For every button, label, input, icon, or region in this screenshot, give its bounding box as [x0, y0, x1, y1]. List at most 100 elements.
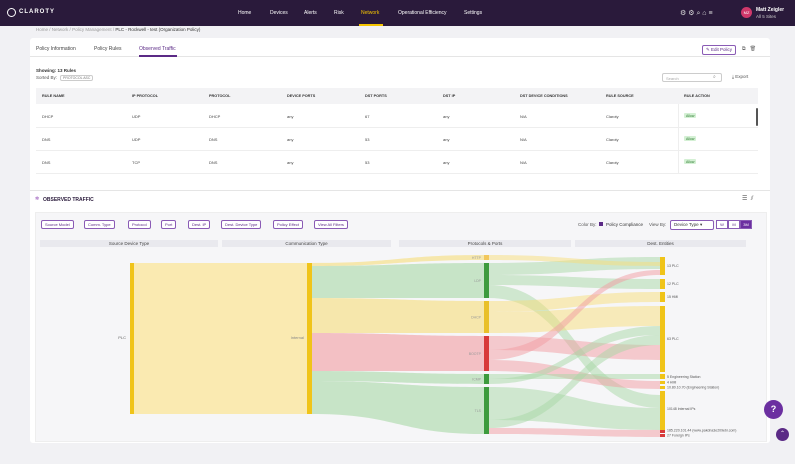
- nav-underline: [359, 24, 383, 26]
- node: [484, 336, 489, 371]
- logo-icon: [7, 8, 16, 17]
- node-label: 10148 Internal IPs: [667, 407, 696, 411]
- cell: any: [443, 160, 450, 165]
- tab[interactable]: Policy Information: [36, 46, 76, 52]
- range[interactable]: W: [716, 220, 728, 229]
- filter[interactable]: Dest. Device Type: [221, 220, 262, 229]
- search-box[interactable]: Search ⌕: [662, 73, 722, 82]
- allow-badge: Allow: [684, 113, 697, 118]
- export[interactable]: ⤓ Export: [732, 74, 749, 79]
- node-label: HTTP: [472, 256, 482, 260]
- cell: DNS: [42, 137, 51, 142]
- filter[interactable]: Dest. IP: [188, 220, 211, 229]
- flow: [312, 371, 484, 384]
- cell: DNS: [42, 160, 51, 165]
- sorted-label: Sorted By:: [36, 75, 58, 80]
- node: [484, 374, 489, 384]
- column-header[interactable]: DEVICE PORTS: [287, 94, 316, 98]
- tab[interactable]: Policy Rules: [94, 46, 122, 52]
- flow: [489, 306, 660, 333]
- site[interactable]: All 5 Sites: [756, 14, 777, 19]
- filter[interactable]: Source Model: [41, 220, 74, 229]
- nav-item[interactable]: Devices: [270, 10, 288, 16]
- filter[interactable]: Comm. Type: [84, 220, 115, 229]
- flow: [312, 255, 484, 266]
- filter[interactable]: Policy Effect: [273, 220, 303, 229]
- breadcrumb: Home / Network / Policy Management / PLC…: [36, 27, 200, 32]
- nav-item[interactable]: Risk: [334, 10, 344, 16]
- action-divider: [678, 150, 679, 173]
- avatar[interactable]: MZ: [741, 7, 752, 18]
- column-header-bg: [222, 240, 391, 247]
- showing: Showing: 13 Rules: [36, 68, 77, 73]
- action-icons[interactable]: ⧉ 🗑: [742, 46, 757, 52]
- sep: /: [68, 27, 73, 32]
- column-header[interactable]: DST DEVICE CONDITIONS: [520, 94, 568, 98]
- filter[interactable]: View All Filters: [314, 220, 348, 229]
- crumb[interactable]: Policy Management: [72, 27, 112, 32]
- filter[interactable]: Protocol: [128, 220, 151, 229]
- cell: N/A: [520, 137, 527, 142]
- scroll-top[interactable]: ⌃: [776, 428, 789, 441]
- column-header[interactable]: RULE ACTION: [684, 94, 710, 98]
- node-label: DHCP: [471, 316, 482, 320]
- node: [660, 279, 665, 289]
- node: [307, 263, 312, 414]
- column-header[interactable]: RULE NAME: [42, 94, 65, 98]
- icons[interactable]: ⚙ ⚙ ⌕ ⌂ ≡: [680, 10, 713, 17]
- nav-item[interactable]: Home: [238, 10, 252, 16]
- crumb: PLC - Rockwell - test (Organization Poli…: [115, 27, 201, 32]
- column-header-bg: [575, 240, 746, 247]
- column-header[interactable]: DST PORTS: [365, 94, 387, 98]
- cell: DNS: [209, 160, 218, 165]
- nav-item[interactable]: Network: [361, 10, 380, 16]
- flow: [489, 255, 660, 266]
- tab[interactable]: Observed Traffic: [139, 46, 176, 52]
- help-button[interactable]: ?: [764, 400, 783, 419]
- cell: Claroty: [606, 137, 619, 142]
- column-header[interactable]: DST IP: [443, 94, 456, 98]
- nav-item[interactable]: Settings: [464, 10, 483, 16]
- column-header: Communication Type: [285, 241, 328, 246]
- search-placeholder: Search: [666, 75, 679, 81]
- crumb[interactable]: Network: [51, 27, 69, 32]
- node-label: 63 PLC: [667, 337, 679, 341]
- node: [660, 257, 665, 275]
- cell: any: [287, 160, 294, 165]
- flow: [312, 333, 484, 371]
- edit-button[interactable]: ✎ Edit Policy: [702, 45, 737, 55]
- column-header[interactable]: IP PROTOCOL: [132, 94, 159, 98]
- range[interactable]: 3M: [740, 220, 752, 229]
- user-name: Matt Zeigler: [756, 7, 785, 13]
- column-header[interactable]: PROTOCOL: [209, 94, 231, 98]
- action-divider: [678, 104, 679, 127]
- flow: [312, 381, 484, 434]
- view-by[interactable]: Device Type ▾: [670, 220, 714, 230]
- filter[interactable]: Port: [161, 220, 177, 229]
- column-header[interactable]: RULE SOURCE: [606, 94, 634, 98]
- cell: any: [443, 114, 450, 119]
- cell: N/A: [520, 160, 527, 165]
- crumb[interactable]: Home: [36, 27, 49, 32]
- export-label: Export: [735, 74, 749, 79]
- card: ✎ Edit Policy ⧉ 🗑 Showing: 13 Rules Sort…: [30, 38, 770, 443]
- sep: /: [48, 27, 52, 32]
- flow: [312, 263, 484, 298]
- view-icons[interactable]: ☰ ⫽: [742, 196, 754, 202]
- node-label: 5 Engineering Station: [667, 375, 701, 379]
- node: [484, 301, 489, 333]
- cell: Claroty: [606, 160, 619, 165]
- search-icon: ⌕: [713, 74, 716, 80]
- allow-badge: Allow: [684, 159, 697, 164]
- range[interactable]: M: [728, 220, 740, 229]
- flow: [489, 275, 660, 289]
- flow: [312, 298, 484, 333]
- node: [130, 263, 134, 414]
- nav-item[interactable]: Operational Efficiency: [398, 10, 447, 16]
- nav-item[interactable]: Alerts: [304, 10, 317, 16]
- flow: [489, 387, 660, 430]
- column-header: Source Device Type: [109, 241, 150, 246]
- color-by[interactable]: Policy Compliance: [606, 222, 644, 227]
- column-header: Dest. Entities: [647, 241, 674, 246]
